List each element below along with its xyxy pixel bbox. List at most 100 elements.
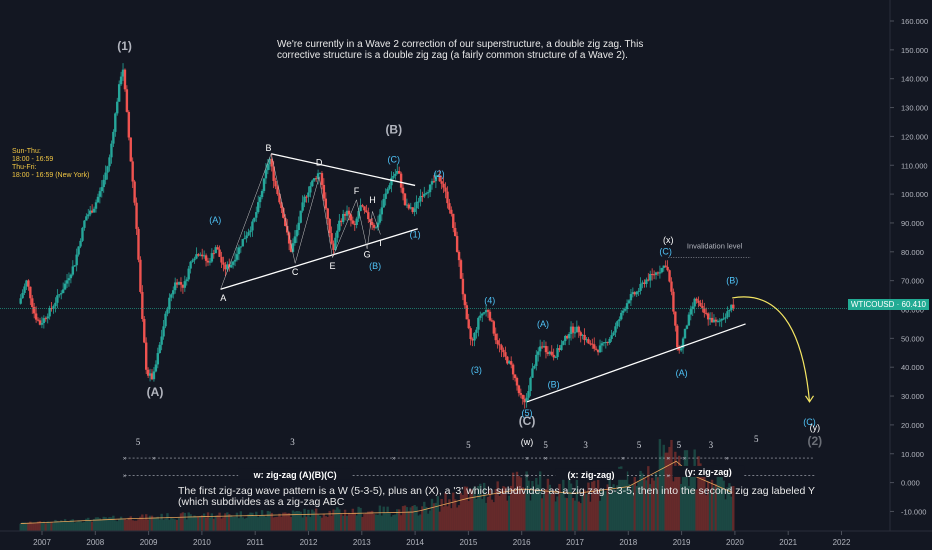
candle-body xyxy=(226,264,229,270)
candle-body xyxy=(498,344,501,346)
volume-bar xyxy=(687,485,691,531)
candle-body xyxy=(392,175,395,178)
session-hours: Sun-Thu: 18:00 - 16:59 Thu-Fri: 18:00 - … xyxy=(12,148,89,180)
volume-bar xyxy=(276,516,279,531)
volume-bar xyxy=(338,509,341,531)
volume-bar xyxy=(135,520,138,531)
candle-body xyxy=(330,233,333,244)
x-axis[interactable]: 2007 2008 2009 2010 2011 2012 2013 2014 2015 2016… xyxy=(0,530,932,547)
volume-bar xyxy=(251,512,254,531)
candle-body xyxy=(552,354,555,358)
volume-bar xyxy=(148,515,152,531)
candle-body xyxy=(158,344,161,354)
volume-bar xyxy=(226,512,229,531)
x-tick-label: 2009 xyxy=(140,538,158,547)
volume-bar xyxy=(604,491,608,531)
volume-bar xyxy=(266,510,270,531)
candle-body xyxy=(502,349,505,353)
volume-bar xyxy=(515,471,519,531)
wave-count-divider-cap: × xyxy=(392,456,396,463)
candle-body xyxy=(32,306,36,314)
candle-body xyxy=(210,253,214,262)
wave-segment-divider-cap: × xyxy=(123,473,127,480)
volume-bar xyxy=(116,521,119,531)
candle-body xyxy=(197,254,200,256)
wave-label: H xyxy=(369,195,376,205)
volume-bar xyxy=(674,451,677,531)
volume-bar xyxy=(486,496,490,531)
volume-bar xyxy=(280,516,283,531)
volume-bar xyxy=(303,508,306,531)
candle-body xyxy=(548,351,552,354)
volume-bar xyxy=(222,517,225,531)
candle-body xyxy=(546,352,550,354)
volume-bar xyxy=(67,521,71,531)
candle-body xyxy=(525,397,528,403)
session-line: 18:00 - 16:59 (New York) xyxy=(12,172,90,179)
volume-bar xyxy=(635,486,638,531)
candle-body xyxy=(121,69,125,77)
volume-bar xyxy=(351,508,355,531)
volume-bar xyxy=(293,511,297,531)
candle-body xyxy=(442,183,445,188)
candle-body xyxy=(100,187,103,192)
x-tick-label: 2010 xyxy=(193,538,211,547)
wave-label: (B) xyxy=(369,261,381,271)
candle-body xyxy=(320,173,324,185)
volume-bar xyxy=(228,514,231,531)
volume-bar xyxy=(299,511,302,531)
wave-count-label: 3 xyxy=(290,437,295,447)
candle-body xyxy=(365,210,368,213)
candle-body xyxy=(44,318,47,320)
volume-bar xyxy=(481,498,484,531)
volume-bar xyxy=(434,502,438,531)
candle-body xyxy=(401,187,405,194)
candle-body xyxy=(453,227,457,237)
candle-body xyxy=(718,320,721,322)
volume-bar xyxy=(556,496,559,531)
volume-bar xyxy=(289,516,293,531)
candle-body xyxy=(349,214,353,221)
volume-bar xyxy=(370,510,374,531)
candle-body xyxy=(432,181,436,183)
candle-body xyxy=(164,313,167,327)
volume-bar xyxy=(440,498,443,531)
y-axis[interactable]: 160.000 150.000 140.000 130.000 120.000 110.0… xyxy=(889,0,928,531)
candle-body xyxy=(363,206,366,211)
volume-bar xyxy=(716,471,720,531)
volume-bar xyxy=(241,517,244,531)
candle-body xyxy=(639,283,642,291)
candle-body xyxy=(85,216,88,221)
triangle-lower-trendline xyxy=(220,228,418,290)
volume-bar xyxy=(278,513,281,531)
candle-body xyxy=(202,255,206,257)
candle-body xyxy=(71,266,75,275)
candle-body xyxy=(135,202,138,229)
wave-count-divider-cap: × xyxy=(725,456,729,463)
volume-bar xyxy=(513,489,517,531)
volume-bar xyxy=(629,490,633,531)
volume-bar xyxy=(450,508,453,531)
candle-body xyxy=(384,193,387,199)
volume-bar xyxy=(214,515,217,531)
candle-body xyxy=(465,305,468,320)
volume-bar xyxy=(432,503,436,531)
volume-bar xyxy=(652,480,656,531)
candle-body xyxy=(334,237,337,251)
wave-label: (y) xyxy=(810,423,821,433)
price-tag-symbol: WTICOUSD xyxy=(850,300,895,309)
candle-body xyxy=(276,186,279,195)
volume-bar xyxy=(106,518,109,531)
candle-body xyxy=(253,217,256,222)
candle-body xyxy=(475,329,478,333)
volume-bar xyxy=(36,521,40,531)
volume-bar xyxy=(29,521,32,531)
candle-body xyxy=(635,291,638,295)
candle-body xyxy=(544,346,548,353)
candle-body xyxy=(558,348,561,350)
x-tick-label: 2019 xyxy=(673,538,691,547)
volume-bar xyxy=(77,520,80,531)
volume-bar xyxy=(654,472,658,531)
volume-bar xyxy=(137,519,140,531)
